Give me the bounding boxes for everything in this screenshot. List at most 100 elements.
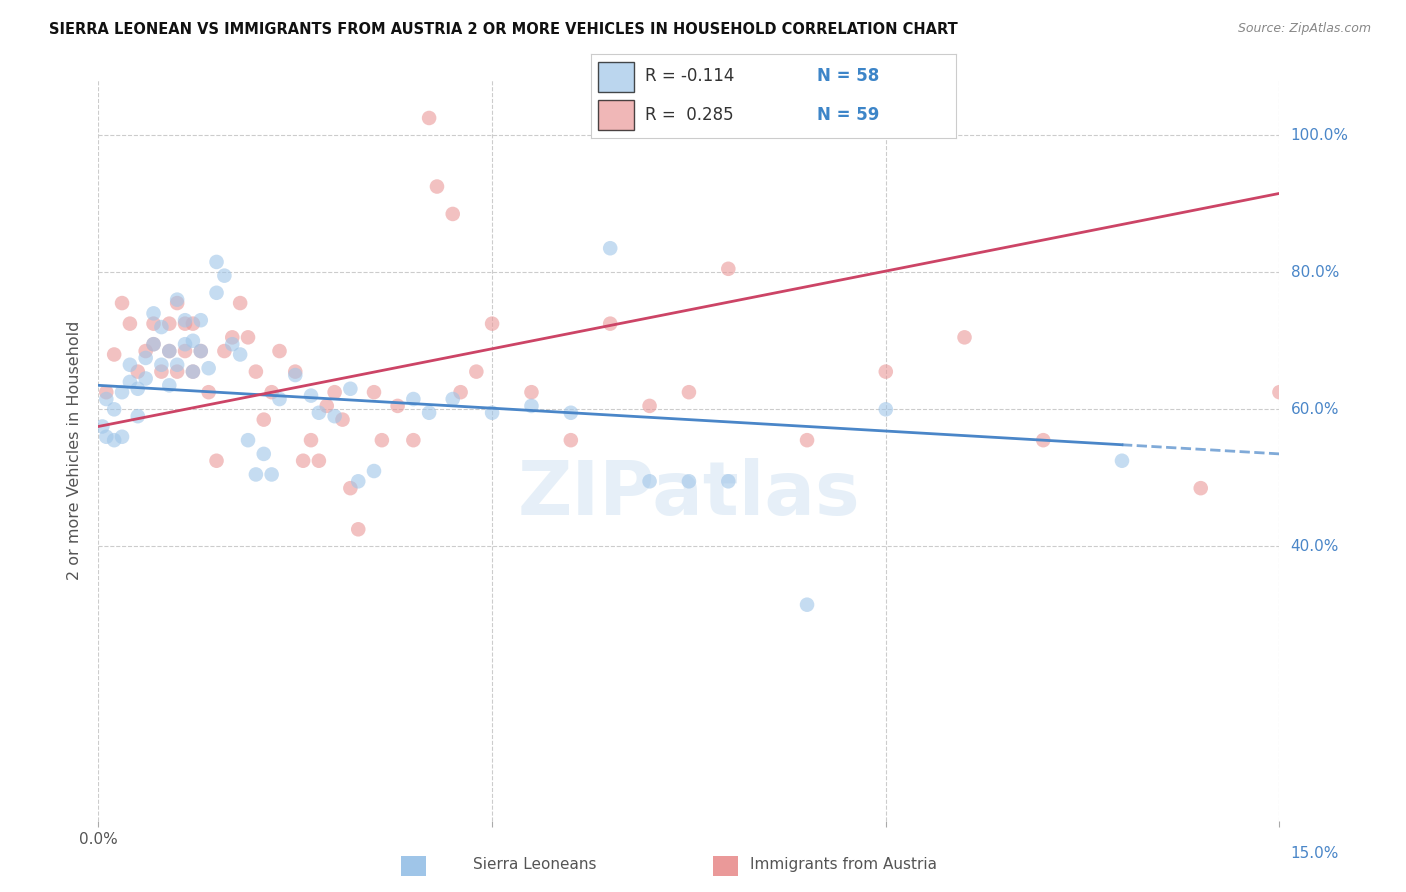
Point — [197, 385, 219, 400]
Point — [347, 475, 370, 489]
Point — [284, 368, 307, 382]
Point — [308, 406, 330, 420]
Point — [205, 454, 228, 468]
Point — [142, 337, 165, 351]
Point — [118, 375, 141, 389]
Point — [339, 382, 361, 396]
Point — [308, 454, 330, 468]
Text: N = 58: N = 58 — [817, 68, 879, 86]
Point — [599, 241, 621, 255]
Point — [315, 399, 337, 413]
Point — [678, 385, 700, 400]
Point — [236, 433, 259, 447]
Point — [205, 255, 228, 269]
Point — [135, 371, 157, 385]
Point — [174, 313, 197, 327]
Point — [111, 385, 134, 400]
Point — [190, 344, 212, 359]
Point — [284, 365, 307, 379]
Point — [363, 385, 385, 400]
Point — [181, 317, 204, 331]
Point — [150, 365, 173, 379]
Point — [875, 402, 897, 417]
Point — [190, 344, 212, 359]
Point — [450, 385, 472, 400]
Point — [135, 351, 157, 365]
Point — [127, 382, 149, 396]
Text: Sierra Leoneans: Sierra Leoneans — [472, 857, 596, 872]
Point — [1268, 385, 1291, 400]
Point — [717, 261, 740, 276]
Point — [347, 522, 370, 536]
Point — [875, 365, 897, 379]
Point — [157, 378, 180, 392]
Text: Immigrants from Austria: Immigrants from Austria — [749, 857, 938, 872]
Point — [221, 337, 243, 351]
Text: SIERRA LEONEAN VS IMMIGRANTS FROM AUSTRIA 2 OR MORE VEHICLES IN HOUSEHOLD CORREL: SIERRA LEONEAN VS IMMIGRANTS FROM AUSTRI… — [49, 22, 957, 37]
Point — [520, 399, 543, 413]
Text: Source: ZipAtlas.com: Source: ZipAtlas.com — [1237, 22, 1371, 36]
Point — [166, 293, 188, 307]
Point — [253, 412, 276, 426]
FancyBboxPatch shape — [598, 62, 634, 92]
Point — [481, 406, 503, 420]
Point — [269, 392, 291, 406]
Point — [181, 365, 204, 379]
Point — [465, 365, 488, 379]
Point — [418, 111, 440, 125]
Text: 60.0%: 60.0% — [1291, 401, 1339, 417]
Point — [292, 454, 315, 468]
Point — [560, 406, 582, 420]
Point — [323, 409, 346, 424]
Point — [142, 306, 165, 320]
Point — [214, 344, 236, 359]
Point — [387, 399, 409, 413]
Point — [150, 320, 173, 334]
Point — [402, 433, 425, 447]
Point — [418, 406, 440, 420]
Text: ZIPatlas: ZIPatlas — [517, 458, 860, 532]
Point — [118, 317, 141, 331]
Point — [205, 285, 228, 300]
Point — [796, 433, 818, 447]
Point — [253, 447, 276, 461]
Point — [245, 365, 267, 379]
Point — [157, 317, 180, 331]
Point — [127, 409, 149, 424]
Point — [214, 268, 236, 283]
Point — [174, 317, 197, 331]
Point — [157, 344, 180, 359]
Y-axis label: 2 or more Vehicles in Household: 2 or more Vehicles in Household — [67, 321, 83, 580]
Point — [181, 365, 204, 379]
Point — [678, 475, 700, 489]
Point — [363, 464, 385, 478]
Text: R =  0.285: R = 0.285 — [645, 105, 734, 123]
Point — [332, 412, 354, 426]
Point — [181, 334, 204, 348]
Point — [638, 475, 661, 489]
Point — [339, 481, 361, 495]
Point — [166, 296, 188, 310]
Point — [135, 344, 157, 359]
Text: N = 59: N = 59 — [817, 105, 880, 123]
Point — [174, 344, 197, 359]
Point — [190, 313, 212, 327]
Point — [953, 330, 976, 344]
Point — [441, 207, 464, 221]
Point — [441, 392, 464, 406]
Point — [1111, 454, 1133, 468]
Point — [103, 402, 125, 417]
Text: R = -0.114: R = -0.114 — [645, 68, 735, 86]
Point — [323, 385, 346, 400]
Point — [166, 358, 188, 372]
Point — [174, 337, 197, 351]
Point — [717, 475, 740, 489]
FancyBboxPatch shape — [598, 100, 634, 130]
Point — [520, 385, 543, 400]
Point — [245, 467, 267, 482]
Text: 80.0%: 80.0% — [1291, 265, 1339, 280]
Point — [221, 330, 243, 344]
Point — [111, 430, 134, 444]
Point — [96, 392, 118, 406]
Point — [150, 358, 173, 372]
